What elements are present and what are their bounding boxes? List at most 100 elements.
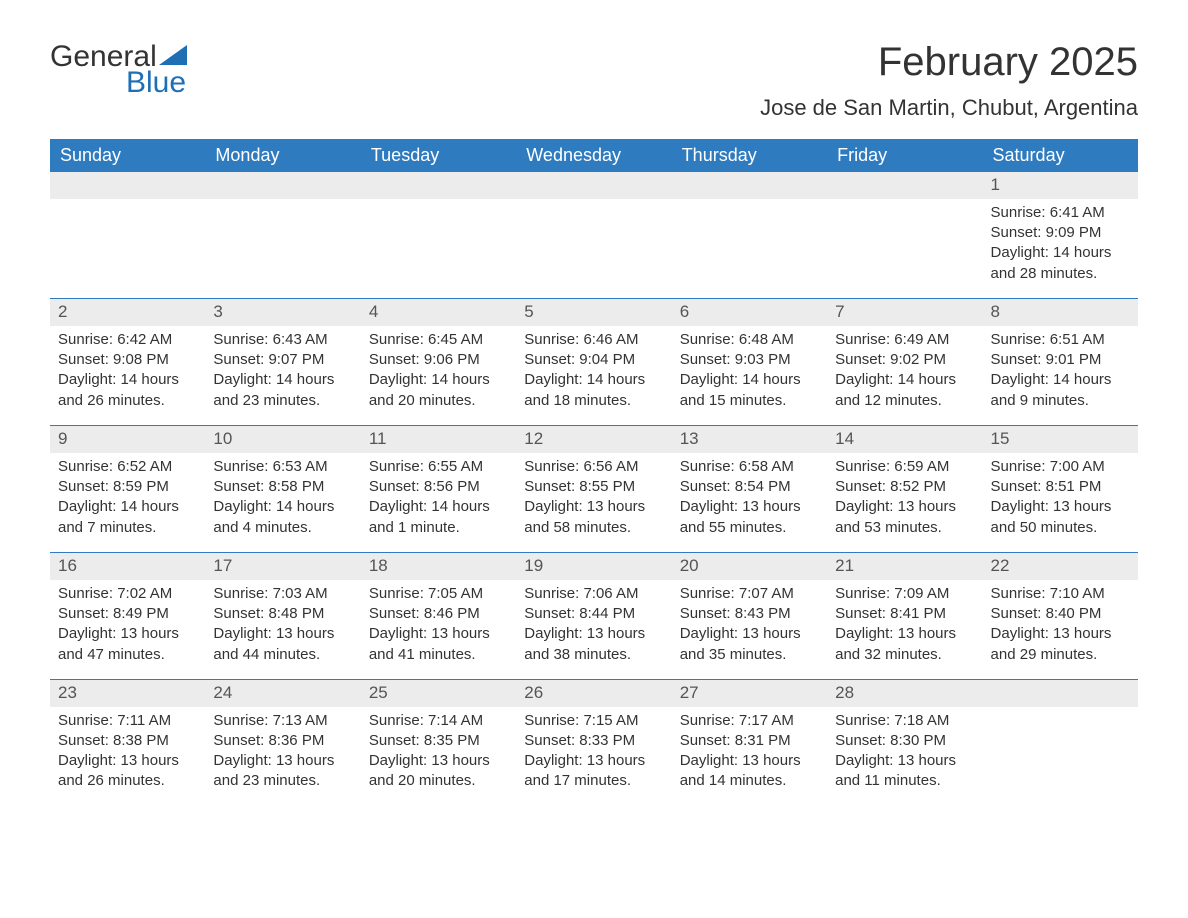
daylight-text: Daylight: 14 hours and 9 minutes. [991, 370, 1130, 411]
calendar-day-cell: 4Sunrise: 6:45 AMSunset: 9:06 PMDaylight… [361, 299, 516, 425]
calendar-day-cell: 7 Sunrise: 6:49 AMSunset: 9:02 PMDaylight… [827, 299, 982, 425]
weekday-header: Friday [827, 139, 982, 172]
calendar-day-cell: 3Sunrise: 6:43 AMSunset: 9:07 PMDaylight… [205, 299, 360, 425]
sunset-text: Sunset: 8:51 PM [991, 477, 1130, 497]
sunset-text: Sunset: 8:56 PM [369, 477, 508, 497]
daylight-text: Daylight: 14 hours and 4 minutes. [213, 497, 352, 538]
sunset-text: Sunset: 9:02 PM [835, 350, 974, 370]
weekday-header: Wednesday [516, 139, 671, 172]
day-number: 23 [50, 680, 205, 707]
calendar-week-row: 16Sunrise: 7:02 AMSunset: 8:49 PMDayligh… [50, 553, 1138, 679]
calendar-day-cell: 13Sunrise: 6:58 AMSunset: 8:54 PMDayligh… [672, 426, 827, 552]
calendar-day-cell: 28Sunrise: 7:18 AMSunset: 8:30 PMDayligh… [827, 680, 982, 806]
sunset-text: Sunset: 9:07 PM [213, 350, 352, 370]
day-number: 3 [205, 299, 360, 326]
location-subtitle: Jose de San Martin, Chubut, Argentina [760, 95, 1138, 121]
logo: General Blue [50, 40, 187, 100]
sunset-text: Sunset: 9:01 PM [991, 350, 1130, 370]
daylight-text: Daylight: 13 hours and 14 minutes. [680, 751, 819, 792]
calendar-day-cell: 16Sunrise: 7:02 AMSunset: 8:49 PMDayligh… [50, 553, 205, 679]
day-number: 18 [361, 553, 516, 580]
sunrise-text: Sunrise: 6:52 AM [58, 457, 197, 477]
daylight-text: Daylight: 13 hours and 23 minutes. [213, 751, 352, 792]
calendar-day-cell: . [516, 172, 671, 298]
day-number: 19 [516, 553, 671, 580]
day-number: 7 [827, 299, 982, 326]
day-number: 27 [672, 680, 827, 707]
sunset-text: Sunset: 9:09 PM [991, 223, 1130, 243]
day-number: 13 [672, 426, 827, 453]
daylight-text: Daylight: 13 hours and 58 minutes. [524, 497, 663, 538]
day-number: 9 [50, 426, 205, 453]
weekday-header: Saturday [983, 139, 1138, 172]
day-number: 22 [983, 553, 1138, 580]
calendar-day-cell: 27Sunrise: 7:17 AMSunset: 8:31 PMDayligh… [672, 680, 827, 806]
day-number-bar: . [983, 680, 1138, 707]
calendar-day-cell: 25Sunrise: 7:14 AMSunset: 8:35 PMDayligh… [361, 680, 516, 806]
daylight-text: Daylight: 13 hours and 11 minutes. [835, 751, 974, 792]
day-number-bar: . [50, 172, 205, 199]
sunrise-text: Sunrise: 7:15 AM [524, 711, 663, 731]
daylight-text: Daylight: 14 hours and 28 minutes. [991, 243, 1130, 284]
sunrise-text: Sunrise: 7:06 AM [524, 584, 663, 604]
sunrise-text: Sunrise: 7:00 AM [991, 457, 1130, 477]
daylight-text: Daylight: 14 hours and 15 minutes. [680, 370, 819, 411]
calendar-day-cell: 21 Sunrise: 7:09 AMSunset: 8:41 PMDayligh… [827, 553, 982, 679]
daylight-text: Daylight: 13 hours and 32 minutes. [835, 624, 974, 665]
sunset-text: Sunset: 8:30 PM [835, 731, 974, 751]
calendar-day-cell: 17Sunrise: 7:03 AMSunset: 8:48 PMDayligh… [205, 553, 360, 679]
sunset-text: Sunset: 8:43 PM [680, 604, 819, 624]
day-number: 14 [827, 426, 982, 453]
sunrise-text: Sunrise: 7:02 AM [58, 584, 197, 604]
sunset-text: Sunset: 8:36 PM [213, 731, 352, 751]
daylight-text: Daylight: 13 hours and 50 minutes. [991, 497, 1130, 538]
sunrise-text: Sunrise: 7:09 AM [835, 584, 974, 604]
day-number: 4 [361, 299, 516, 326]
calendar-day-cell: . [983, 680, 1138, 806]
day-number: 21 [827, 553, 982, 580]
sunrise-text: Sunrise: 6:41 AM [991, 203, 1130, 223]
day-number-bar: . [672, 172, 827, 199]
daylight-text: Daylight: 13 hours and 53 minutes. [835, 497, 974, 538]
calendar-day-cell: 23Sunrise: 7:11 AMSunset: 8:38 PMDayligh… [50, 680, 205, 806]
sunrise-text: Sunrise: 6:49 AM [835, 330, 974, 350]
sunrise-text: Sunrise: 7:10 AM [991, 584, 1130, 604]
sunset-text: Sunset: 8:33 PM [524, 731, 663, 751]
logo-word-blue: Blue [126, 66, 186, 100]
calendar-day-cell: 2Sunrise: 6:42 AMSunset: 9:08 PMDaylight… [50, 299, 205, 425]
daylight-text: Daylight: 13 hours and 20 minutes. [369, 751, 508, 792]
calendar-day-cell: 11Sunrise: 6:55 AMSunset: 8:56 PMDayligh… [361, 426, 516, 552]
day-number: 25 [361, 680, 516, 707]
calendar-week-row: 9Sunrise: 6:52 AMSunset: 8:59 PMDaylight… [50, 426, 1138, 552]
calendar-day-cell: 20Sunrise: 7:07 AMSunset: 8:43 PMDayligh… [672, 553, 827, 679]
day-number: 11 [361, 426, 516, 453]
day-number: 5 [516, 299, 671, 326]
calendar-day-cell: 24Sunrise: 7:13 AMSunset: 8:36 PMDayligh… [205, 680, 360, 806]
calendar-day-cell: . [672, 172, 827, 298]
sunrise-text: Sunrise: 7:11 AM [58, 711, 197, 731]
sunrise-text: Sunrise: 6:58 AM [680, 457, 819, 477]
calendar-day-cell: 15Sunrise: 7:00 AMSunset: 8:51 PMDayligh… [983, 426, 1138, 552]
calendar-body: ......1Sunrise: 6:41 AMSunset: 9:09 PMDa… [50, 172, 1138, 806]
sunset-text: Sunset: 8:59 PM [58, 477, 197, 497]
sunrise-text: Sunrise: 6:43 AM [213, 330, 352, 350]
calendar-day-cell: 26Sunrise: 7:15 AMSunset: 8:33 PMDayligh… [516, 680, 671, 806]
sunset-text: Sunset: 8:40 PM [991, 604, 1130, 624]
daylight-text: Daylight: 13 hours and 29 minutes. [991, 624, 1130, 665]
calendar-week-row: 2Sunrise: 6:42 AMSunset: 9:08 PMDaylight… [50, 299, 1138, 425]
calendar-day-cell: 10Sunrise: 6:53 AMSunset: 8:58 PMDayligh… [205, 426, 360, 552]
day-number-bar: . [827, 172, 982, 199]
day-number-bar: . [516, 172, 671, 199]
sunrise-text: Sunrise: 6:56 AM [524, 457, 663, 477]
calendar-day-cell: 6Sunrise: 6:48 AMSunset: 9:03 PMDaylight… [672, 299, 827, 425]
sunrise-text: Sunrise: 7:18 AM [835, 711, 974, 731]
day-number: 6 [672, 299, 827, 326]
calendar-day-cell: 14Sunrise: 6:59 AMSunset: 8:52 PMDayligh… [827, 426, 982, 552]
sunset-text: Sunset: 8:41 PM [835, 604, 974, 624]
calendar-day-cell: 19Sunrise: 7:06 AMSunset: 8:44 PMDayligh… [516, 553, 671, 679]
daylight-text: Daylight: 14 hours and 7 minutes. [58, 497, 197, 538]
sunrise-text: Sunrise: 6:48 AM [680, 330, 819, 350]
daylight-text: Daylight: 14 hours and 1 minute. [369, 497, 508, 538]
daylight-text: Daylight: 14 hours and 12 minutes. [835, 370, 974, 411]
sunset-text: Sunset: 8:44 PM [524, 604, 663, 624]
